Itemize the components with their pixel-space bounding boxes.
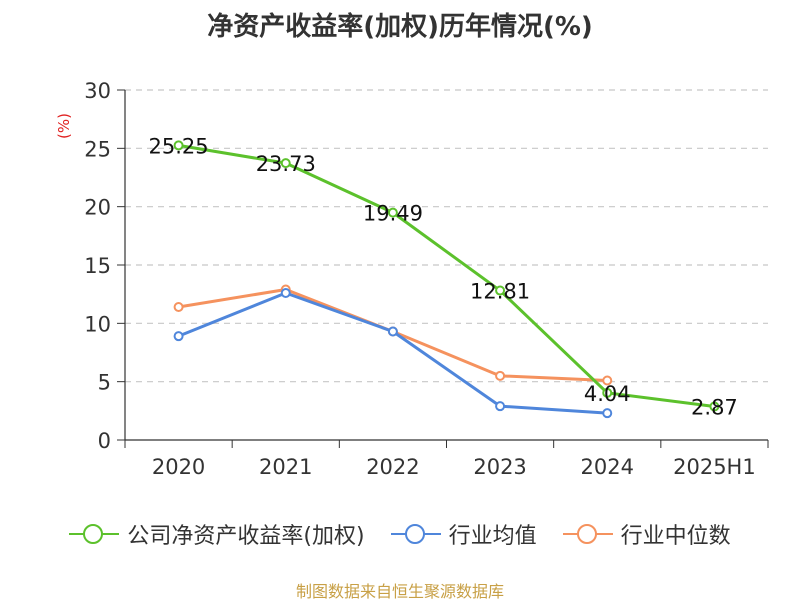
data-label: 25.25 xyxy=(149,134,209,158)
series xyxy=(173,140,720,419)
x-tick-label: 2021 xyxy=(259,455,312,479)
axes: 0 5 10 15 20 25 30 2020 2021 2022 2023 2024 2025H1 xyxy=(84,79,769,479)
data-label: 12.81 xyxy=(470,280,530,304)
data-label: 4.04 xyxy=(584,382,631,406)
legend-marker-company xyxy=(69,522,120,546)
y-tick-label: 15 xyxy=(84,254,111,278)
x-tick-label: 2025H1 xyxy=(673,455,756,479)
point-company[interactable] xyxy=(173,140,184,151)
legend: 公司净资产收益率(加权) 行业均值 行业中位数 xyxy=(0,518,800,550)
point-industry-median[interactable] xyxy=(602,375,613,386)
legend-item-industry-median[interactable]: 行业中位数 xyxy=(562,518,731,550)
grid-lines xyxy=(125,89,768,383)
legend-item-company[interactable]: 公司净资产收益率(加权) xyxy=(69,518,365,550)
point-company[interactable] xyxy=(602,387,613,398)
legend-label-industry-median: 行业中位数 xyxy=(620,524,731,549)
point-industry-avg[interactable] xyxy=(173,331,184,342)
point-company[interactable] xyxy=(709,401,720,412)
y-axis-label: (%) xyxy=(55,113,73,139)
data-labels: 25.25 23.73 19.49 12.81 4.04 2.87 xyxy=(149,134,738,419)
chart-title: 净资产收益率(加权)历年情况(%) xyxy=(207,12,593,42)
data-label: 2.87 xyxy=(691,396,738,420)
x-tick-label: 2020 xyxy=(152,455,205,479)
legend-ring-industry-median xyxy=(576,524,597,544)
point-industry-avg[interactable] xyxy=(387,326,398,337)
point-company[interactable] xyxy=(280,158,291,169)
point-company[interactable] xyxy=(387,207,398,218)
data-label: 23.73 xyxy=(256,152,316,176)
legend-label-company: 公司净资产收益率(加权) xyxy=(127,524,365,549)
legend-ring-company xyxy=(83,524,104,544)
x-tick-label: 2024 xyxy=(581,455,634,479)
data-label: 19.49 xyxy=(363,202,423,226)
y-tick-label: 0 xyxy=(98,429,111,453)
y-tick-label: 25 xyxy=(84,137,111,161)
legend-label-industry-avg: 行业均值 xyxy=(448,524,537,549)
source-note: 制图数据来自恒生聚源数据库 xyxy=(295,582,504,601)
point-industry-median[interactable] xyxy=(173,302,184,312)
y-tick-label: 30 xyxy=(84,79,111,103)
series-line-company xyxy=(178,143,715,409)
point-industry-avg[interactable] xyxy=(280,288,291,298)
point-industry-median[interactable] xyxy=(495,370,506,381)
legend-marker-industry-avg xyxy=(390,522,441,546)
x-tick-label: 2022 xyxy=(366,455,419,479)
legend-item-industry-avg[interactable]: 行业均值 xyxy=(390,518,537,550)
y-tick-label: 5 xyxy=(98,371,111,395)
legend-marker-industry-median xyxy=(562,522,613,546)
legend-ring-industry-avg xyxy=(404,524,425,544)
point-industry-avg[interactable] xyxy=(495,401,506,412)
point-industry-avg[interactable] xyxy=(602,408,613,419)
y-tick-label: 10 xyxy=(84,312,111,336)
point-company[interactable] xyxy=(495,285,506,296)
y-tick-label: 20 xyxy=(84,196,111,220)
series-line-industry-avg xyxy=(178,291,608,415)
x-tick-label: 2023 xyxy=(473,455,526,479)
